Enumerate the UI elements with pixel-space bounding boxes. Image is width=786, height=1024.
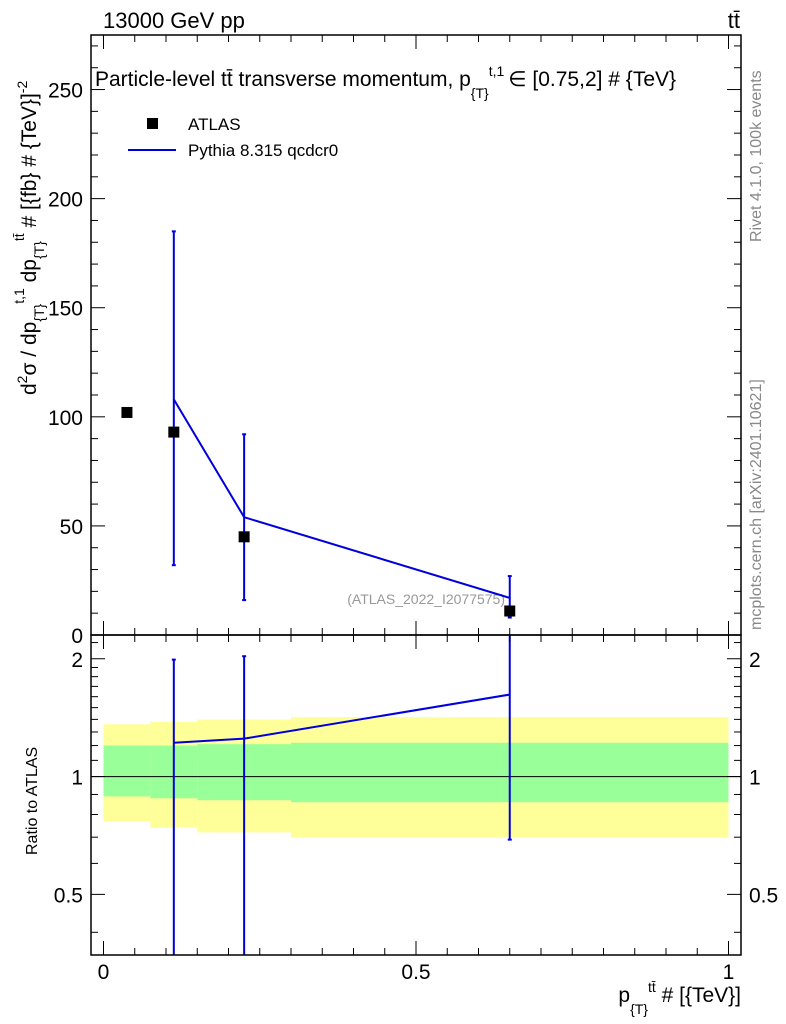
atlas-data-point	[238, 531, 250, 543]
rivet-version-label: Rivet 4.1.0, 100k events	[748, 70, 765, 242]
ylabel-part-c: dp	[18, 259, 41, 288]
main-y-tick-label: 150	[48, 298, 83, 321]
ylabel-part-a: d	[18, 383, 41, 395]
main-y-tick-label: 200	[48, 189, 83, 212]
ratio-y-tick-label: 1	[71, 767, 83, 790]
ylabel-part-c-sup: tt̄	[11, 233, 27, 241]
header-process-label: tt̄	[728, 8, 740, 33]
mcplots-label: mcplots.cern.ch [arXiv:2401.10621]	[748, 379, 765, 630]
main-y-axis-label: d2σ / dp{T}t,1 dp{T}tt̄ # [{fb} # {TeV}]…	[11, 81, 47, 395]
x-tick-label: 0	[98, 961, 110, 984]
title-main-text: Particle-level tt̄ transverse momentum, …	[95, 68, 471, 91]
ylabel-part-b-sup: t,1	[11, 288, 27, 304]
main-y-tick-label: 50	[60, 516, 83, 539]
main-title: Particle-level tt̄ transverse momentum, …	[95, 63, 676, 101]
atlas-data-point	[121, 406, 133, 418]
header-energy-label: 13000 GeV pp	[103, 8, 245, 33]
ratio-uncertainty-bands	[91, 716, 741, 838]
main-y-tick-label: 100	[48, 407, 83, 430]
ratio-series	[171, 635, 512, 955]
ratio-y-tick-label: 0.5	[54, 884, 83, 907]
mc-line	[172, 398, 511, 599]
ratio-mc-line	[173, 693, 510, 744]
main-series	[121, 230, 516, 619]
atlas-data-point	[504, 605, 516, 617]
xlabel-subscript: {T}	[630, 1001, 648, 1017]
main-y-tick-label: 0	[71, 625, 83, 648]
xlabel-superscript: tt̄	[648, 979, 656, 995]
title-tail-text: ∈ [0.75,2] # {TeV}	[508, 68, 676, 91]
x-tick-label: 0.5	[401, 961, 430, 984]
ratio-inner-band-segment	[103, 745, 151, 797]
ratio-y-tick-label-right: 2	[749, 649, 761, 672]
atlas-data-point	[168, 426, 180, 438]
legend-mc-label: Pythia 8.315 qcdcr0	[188, 141, 338, 160]
x-tick-label: 1	[723, 961, 735, 984]
ylabel-part-d-sup: -2	[14, 81, 30, 94]
title-subscript: {T}	[471, 85, 489, 101]
xlabel-tail: # [{TeV}]	[656, 984, 741, 1007]
ratio-y-tick-label: 2	[71, 649, 83, 672]
ylabel-part-b-sub: {T}	[31, 303, 47, 321]
ylabel-part-d: # [{fb} # {TeV}]	[18, 93, 41, 233]
main-y-tick-label: 250	[48, 80, 83, 103]
legend-data-label: ATLAS	[188, 115, 241, 134]
main-y-axis: 0 50 100 150 200 250	[48, 35, 741, 648]
ylabel-part-c-sub: {T}	[31, 241, 47, 259]
ratio-x-axis-label: p{T}tt̄ # [{TeV}]	[618, 979, 741, 1017]
ratio-y-axis-label: Ratio to ATLAS	[24, 747, 41, 855]
xlabel-main: p	[618, 984, 630, 1007]
main-watermark: (ATLAS_2022_I2077575)	[347, 591, 505, 607]
ratio-axes: 0.5 0.5 1 1 2 2 0 0.5 1	[54, 635, 778, 984]
ylabel-part-b: σ / dp	[18, 322, 41, 376]
ratio-y-tick-label-right: 1	[749, 767, 761, 790]
title-superscript: t,1	[489, 63, 505, 79]
ylabel-part-a-sup: 2	[14, 375, 30, 383]
legend: ATLAS Pythia 8.315 qcdcr0	[128, 115, 338, 160]
legend-data-marker	[147, 118, 158, 129]
ratio-y-tick-label-right: 0.5	[749, 884, 778, 907]
